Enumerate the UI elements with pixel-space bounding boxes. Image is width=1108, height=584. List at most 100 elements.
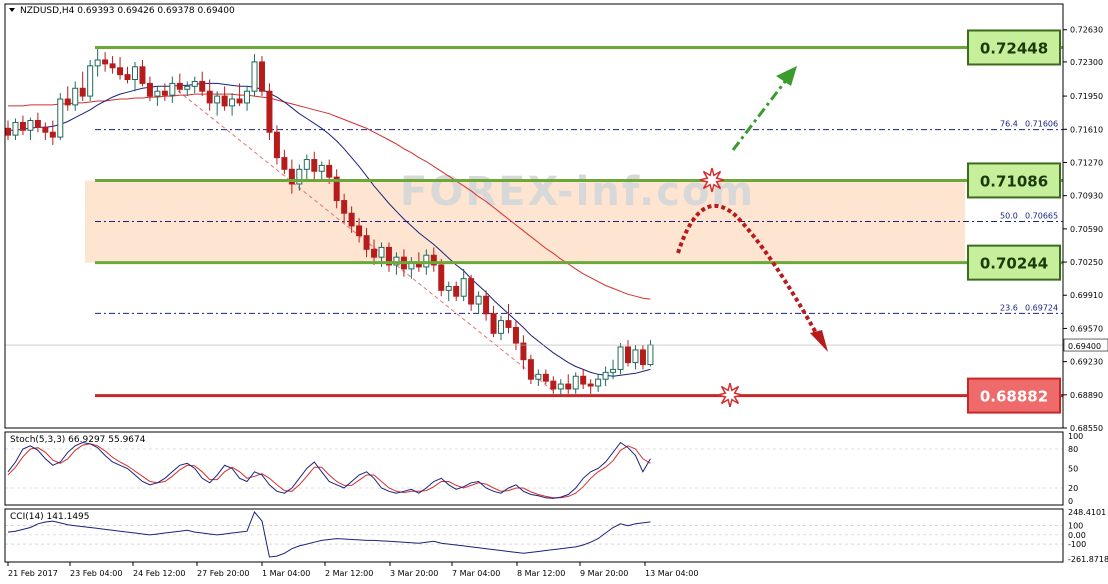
candle — [27, 117, 34, 141]
candle — [498, 315, 505, 341]
main-frame — [4, 3, 1064, 429]
candle — [161, 83, 168, 101]
candle — [565, 374, 572, 394]
candle — [273, 125, 280, 165]
candle-body — [438, 264, 445, 291]
trendline-dashed — [172, 85, 554, 392]
candle-body — [617, 346, 624, 370]
candle — [258, 56, 265, 97]
fib-price-2: 0.69724 — [1025, 303, 1058, 312]
stochastic-panel: 100 80 50 20 0 — [5, 432, 1083, 506]
level-label-1: 0.71086 — [980, 172, 1048, 190]
candle — [229, 93, 236, 116]
x-tick-label: 13 Mar 04:00 — [645, 569, 698, 578]
candle-body — [557, 383, 564, 390]
candle-body — [483, 295, 490, 315]
candle-body — [318, 164, 325, 172]
candle — [176, 73, 183, 94]
candle — [311, 151, 318, 180]
candle-body — [139, 66, 146, 84]
stoch-tick-label: 20 — [1068, 484, 1078, 493]
candle-body — [191, 80, 198, 87]
candle-body — [79, 87, 86, 97]
candle — [87, 59, 94, 101]
candle — [57, 93, 64, 141]
candle — [475, 291, 482, 314]
candle-body — [550, 380, 557, 390]
candle — [527, 354, 534, 385]
candle-body — [356, 225, 363, 237]
candle-body — [587, 383, 594, 387]
candle — [542, 369, 549, 385]
candle-body — [595, 378, 602, 387]
candle-body — [206, 90, 213, 104]
candle — [131, 61, 138, 92]
candle — [572, 372, 579, 394]
candle-body — [34, 120, 41, 128]
candle-body — [109, 63, 116, 69]
candle-body — [64, 98, 71, 106]
candle-body — [341, 200, 348, 214]
candle-body — [333, 176, 340, 202]
candle-body — [146, 82, 153, 97]
candle — [595, 374, 602, 392]
candle — [348, 206, 355, 233]
candle-body — [72, 87, 79, 106]
candle-body — [281, 157, 288, 170]
x-tick-label: 3 Mar 20:00 — [390, 569, 438, 578]
candle — [191, 76, 198, 94]
candle-body — [393, 256, 400, 266]
candle-body — [542, 373, 549, 382]
candle-body — [184, 85, 191, 90]
candle — [460, 268, 467, 302]
candle-body — [602, 371, 609, 380]
candle-body — [169, 82, 176, 96]
candle — [639, 345, 646, 370]
candle — [580, 369, 587, 389]
candle-body — [124, 74, 131, 81]
candle — [587, 379, 594, 394]
candle-body — [385, 246, 392, 266]
candle-body — [176, 82, 183, 90]
candle-body — [57, 98, 64, 138]
candle — [468, 274, 475, 311]
candle-body — [251, 61, 258, 92]
stoch-signal-line — [7, 443, 651, 499]
candle — [244, 86, 251, 111]
main-price-panel: FOREX-inf.com 76.4 0.71606 50.0 0.70665 23.6 0… — [5, 29, 1108, 414]
candle-body — [468, 278, 475, 305]
fib-price-0: 0.71606 — [1025, 120, 1058, 129]
candle — [430, 247, 437, 272]
bearish-arrow-curve — [676, 203, 822, 341]
candle — [12, 118, 19, 141]
candle-body — [363, 235, 370, 250]
candle-body — [244, 90, 251, 104]
candle — [34, 112, 41, 133]
candle — [303, 154, 310, 180]
candle — [490, 305, 497, 338]
y-tick-label: 0.70930 — [1070, 192, 1103, 201]
stoch-tick-label: 0 — [1068, 497, 1073, 506]
x-tick-label: 2 Mar 12:00 — [325, 569, 373, 578]
candle — [371, 239, 378, 265]
x-tick-label: 21 Feb 2017 — [8, 569, 58, 578]
candle-body — [565, 383, 572, 390]
candle — [94, 47, 101, 77]
burst-icon — [699, 167, 725, 193]
level-box-2 — [967, 244, 1061, 281]
candle — [288, 159, 295, 194]
candle — [42, 122, 49, 141]
candle-body — [527, 359, 534, 380]
candle — [199, 71, 206, 97]
candle — [49, 120, 56, 145]
cci-line — [7, 511, 651, 558]
candle-body — [131, 66, 138, 81]
candle-body — [117, 67, 124, 76]
candle — [535, 369, 542, 387]
x-tick-label: 8 Mar 12:00 — [517, 569, 565, 578]
stoch-tick-label: 50 — [1068, 465, 1078, 474]
candle-body — [273, 131, 280, 159]
stoch-main-line — [7, 441, 651, 499]
ma-slow-line — [8, 93, 651, 300]
